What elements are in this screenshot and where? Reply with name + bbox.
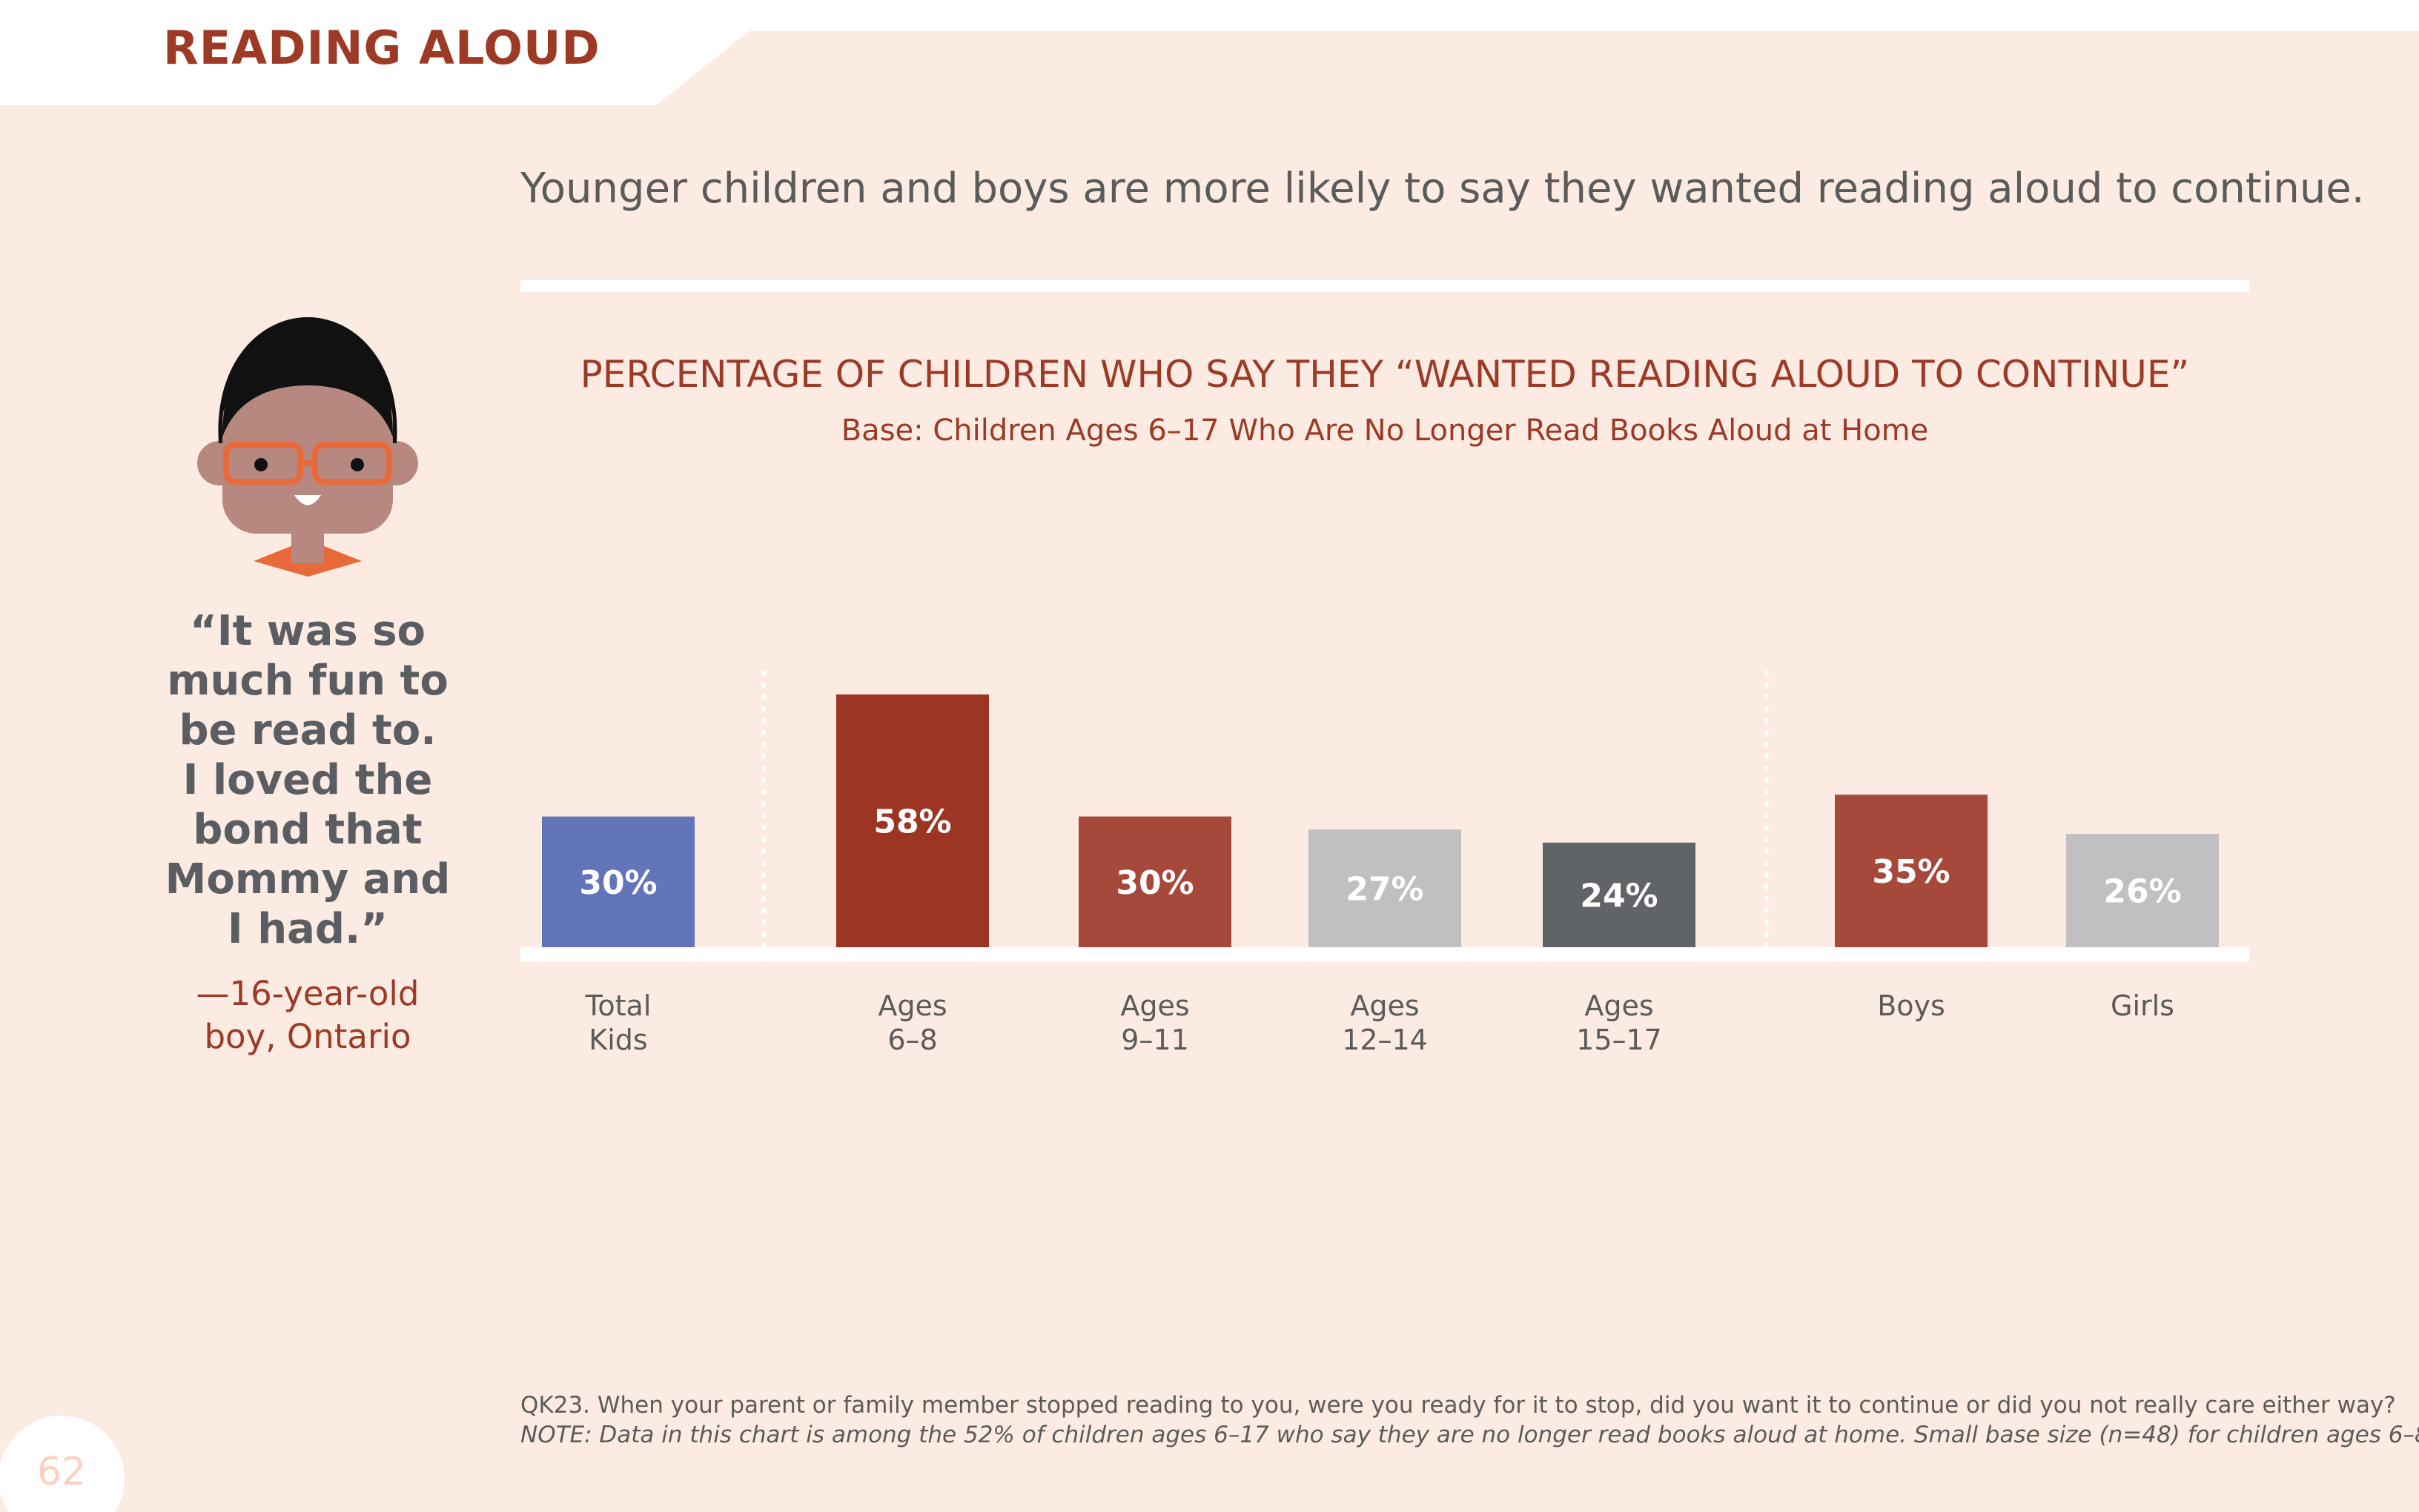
category-label-2: Ages 6–8 [878,989,947,1056]
labels-layer: 30% Total Kids 58% Ages 6–8 30% Ages 9–11 27% Ages… [579,803,2181,1056]
quote-text: “It was so much fun to be read to. I lov… [165,607,451,953]
bar-6 [1835,795,1988,949]
category-label-6: Boys [1877,989,1945,1022]
bar-value-label-6: 35% [1872,853,1950,891]
headline: Younger children and boys are more likel… [520,165,2365,213]
bar-4 [1308,829,1461,949]
bar-value-label-4: 27% [1346,871,1423,909]
bar-value-label-7: 26% [2103,873,2181,911]
bar-value-label-3: 30% [1116,864,1194,902]
page-number: 62 [36,1450,87,1494]
right-eye [351,458,364,471]
headline-divider [520,280,2249,292]
bar-1 [542,816,695,949]
bar-3 [1079,816,1231,949]
bar-2 [836,694,989,949]
bar-5 [1543,842,1695,949]
footnote-question: QK23. When your parent or family member … [520,1392,2396,1419]
category-label-1: Total Kids [585,989,652,1056]
left-eye [254,458,268,471]
chart-baseline [520,947,2249,962]
category-label-5: Ages 15–17 [1576,989,1662,1056]
bars-layer [542,694,2219,949]
face-shape [222,385,393,534]
hair-top [222,317,393,437]
bar-value-label-5: 24% [1580,877,1658,915]
quote-attribution: —16-year-old boy, Ontario [196,974,420,1056]
category-label-3: Ages 9–11 [1120,989,1189,1056]
footnote-note: NOTE: Data in this chart is among the 52… [520,1422,2419,1448]
bar-value-label-1: 30% [579,864,657,902]
category-label-7: Girls [2111,989,2174,1022]
category-label-4: Ages 12–14 [1342,989,1428,1056]
background-panel [0,31,2419,1512]
bar-value-label-2: 58% [873,803,951,840]
page-number-tab [0,1416,125,1512]
smile-shape [294,495,321,505]
bar-7 [2066,834,2219,949]
boy-with-glasses-illustration [197,317,418,577]
section-title: READING ALOUD [163,21,600,75]
chart-subtitle: Base: Children Ages 6–17 Who Are No Long… [841,414,1929,448]
chart-title: PERCENTAGE OF CHILDREN WHO SAY THEY “WAN… [580,353,2190,396]
